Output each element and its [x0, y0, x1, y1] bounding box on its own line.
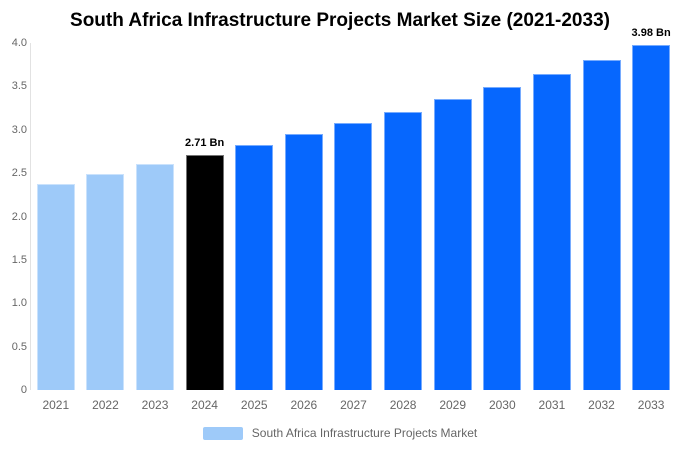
bar-2021[interactable] [36, 183, 75, 390]
x-tick-label-2024: 2024 [191, 398, 218, 412]
x-tick-label-2033: 2033 [637, 398, 665, 412]
plot-area: 2.71 Bn 3.98 Bn [31, 27, 676, 390]
x-tick-label-2029: 2029 [439, 398, 467, 412]
bar-slot: 2.71 Bn [180, 43, 230, 390]
bar-2031[interactable] [532, 74, 571, 390]
y-tick-label: 3.5 [11, 80, 27, 93]
bar-slot [279, 43, 329, 390]
bar-slot [130, 43, 180, 390]
x-tick-label-2031: 2031 [538, 398, 566, 412]
bar-slot [81, 43, 131, 390]
bar-2023[interactable] [136, 164, 175, 390]
chart-title: South Africa Infrastructure Projects Mar… [70, 10, 610, 31]
y-tick-label: 0 [20, 384, 27, 396]
bar-2025[interactable] [235, 144, 274, 390]
x-tick-label-2025: 2025 [240, 398, 268, 412]
x-tick-label-2028: 2028 [389, 398, 417, 412]
legend-item[interactable]: South Africa Infrastructure Projects Mar… [0, 426, 680, 440]
bar-2032[interactable] [582, 60, 621, 390]
bar-slot [329, 43, 379, 390]
bar-slot [477, 43, 527, 390]
bar-slot [527, 43, 577, 390]
bar-2030[interactable] [483, 87, 522, 390]
x-tick-label-2021: 2021 [42, 398, 70, 412]
x-tick-label-2023: 2023 [141, 398, 169, 412]
x-tick-label-2030: 2030 [488, 398, 516, 412]
bar-2026[interactable] [284, 134, 323, 390]
bar-slot: 3.98 Bn [626, 27, 676, 390]
bar-slot [31, 43, 81, 390]
x-axis: 2021 2022 2023 2024 2025 2026 2027 2028 2029 2030… [31, 398, 676, 412]
bar-2027[interactable] [334, 122, 373, 390]
bar-2028[interactable] [384, 111, 423, 390]
x-tick-label-2026: 2026 [290, 398, 318, 412]
y-tick-label: 2.5 [11, 167, 27, 180]
y-axis-line [30, 43, 31, 390]
y-tick-label: 2.0 [11, 210, 27, 223]
legend-label: South Africa Infrastructure Projects Mar… [251, 426, 478, 440]
bar-slot [378, 43, 428, 390]
x-tick-label-2027: 2027 [340, 398, 367, 412]
y-tick-label: 4.0 [11, 37, 27, 49]
bar-2022[interactable] [86, 174, 125, 390]
bar-slot [577, 43, 627, 390]
x-tick-label-2022: 2022 [92, 398, 119, 412]
y-tick-label: 3.0 [11, 123, 27, 136]
bar-2033[interactable] [632, 44, 671, 390]
bar-slot [229, 43, 279, 390]
bar-slot [428, 43, 478, 390]
y-tick-label: 0.5 [11, 340, 27, 353]
bar-2029[interactable] [433, 99, 472, 390]
bar-value-label-2024: 2.71 Bn [185, 136, 225, 149]
x-tick-label-2032: 2032 [588, 398, 615, 412]
bar-value-label-2033: 3.98 Bn [631, 26, 671, 39]
y-tick-label: 1.5 [11, 253, 27, 266]
bar-2024[interactable] [185, 154, 224, 390]
y-tick-label: 1.0 [11, 297, 27, 310]
legend-swatch [202, 426, 243, 440]
